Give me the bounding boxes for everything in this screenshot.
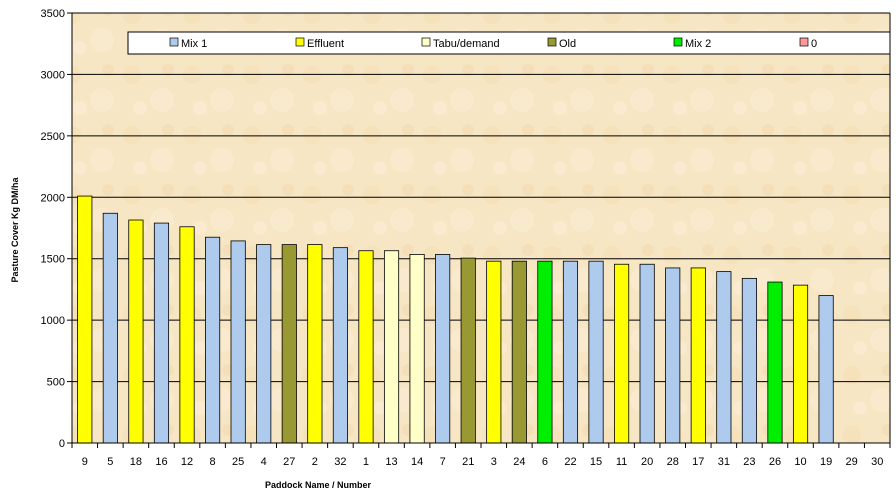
x-tick-label: 5: [107, 456, 113, 468]
x-tick-label: 19: [820, 456, 832, 468]
legend-label: Tabu/demand: [433, 38, 500, 50]
x-tick-label: 15: [590, 456, 602, 468]
bar: [205, 236, 221, 444]
legend: Mix 1 Effluent Tabu/demand Old Mix 2 0: [127, 31, 891, 55]
x-tick-label: 7: [440, 456, 446, 468]
x-tick-label: 24: [513, 456, 525, 468]
x-tick-label: 3: [491, 456, 497, 468]
x-tick-label: 2: [312, 456, 318, 468]
bar: [435, 254, 451, 444]
y-tick-label: 1000: [41, 315, 65, 327]
legend-swatch: [169, 37, 179, 47]
x-tick-label: 23: [743, 456, 755, 468]
bar: [281, 244, 297, 444]
x-axis: 9 5 18 16 12 8 25 4 27 2 32 1 13 14 7 21 3 24 6 22 15 11 20 28 1…: [71, 442, 891, 468]
bar: [665, 267, 681, 444]
bar: [230, 240, 246, 444]
legend-label: Mix 1: [181, 38, 207, 50]
bar: [383, 250, 400, 444]
y-tick-label: 500: [47, 377, 65, 389]
x-tick-label: 25: [232, 456, 244, 468]
y-tick-label: 2500: [41, 131, 65, 143]
x-tick-label: 32: [334, 456, 346, 468]
x-tick-label: 28: [667, 456, 679, 468]
x-axis-title: Paddock Name / Number: [265, 480, 372, 490]
bar: [460, 257, 476, 444]
x-tick-label: 6: [542, 456, 548, 468]
x-tick-label: 1: [363, 456, 369, 468]
bar: [614, 263, 630, 444]
bar: [792, 284, 809, 444]
legend-swatch: [295, 37, 305, 47]
legend-swatch: [421, 37, 431, 47]
x-tick-label: 22: [564, 456, 576, 468]
bar: [639, 263, 655, 444]
x-tick-label: 27: [283, 456, 295, 468]
x-tick-label: 18: [130, 456, 142, 468]
bar: [716, 271, 732, 444]
x-tick-label: 10: [794, 456, 806, 468]
legend-label: Effluent: [307, 38, 344, 50]
y-tick-label: 3000: [41, 69, 65, 81]
y-tick-label: 1500: [41, 254, 65, 266]
bar: [179, 226, 195, 444]
x-tick-label: 30: [871, 456, 883, 468]
bar: [409, 254, 425, 444]
bar: [153, 222, 170, 444]
x-tick-label: 8: [210, 456, 216, 468]
plot-area: [72, 13, 890, 443]
bar: [588, 260, 604, 444]
y-axis-title: Pasture Cover Kg DM/ha: [10, 176, 20, 282]
x-tick-label: 14: [411, 456, 423, 468]
bar: [332, 247, 348, 444]
x-tick-label: 4: [261, 456, 267, 468]
x-tick-label: 21: [462, 456, 474, 468]
bar: [358, 250, 374, 444]
bar: [307, 244, 323, 444]
x-tick-label: 29: [846, 456, 858, 468]
bar: [690, 267, 706, 444]
x-tick-label: 13: [385, 456, 397, 468]
x-tick-label: 16: [155, 456, 167, 468]
y-tick-label: 0: [59, 438, 65, 450]
bar: [511, 260, 527, 444]
legend-label: Old: [559, 38, 576, 50]
bar: [767, 281, 783, 444]
legend-label: 0: [811, 38, 817, 50]
y-tick-label: 2000: [41, 192, 65, 204]
legend-box: [127, 31, 891, 55]
y-axis: 0 500 1000 1500 2000 2500 3000 3500: [41, 8, 891, 450]
legend-swatch: [673, 37, 683, 47]
bar: [128, 219, 144, 444]
x-tick-label: 11: [616, 456, 627, 468]
bar: [562, 260, 579, 444]
x-tick-label: 20: [641, 456, 653, 468]
bar: [818, 295, 834, 444]
x-tick-label: 17: [692, 456, 704, 468]
bar: [102, 212, 118, 444]
x-tick-label: 31: [718, 456, 730, 468]
bar: [256, 244, 272, 444]
bar: [77, 195, 93, 444]
x-tick-label: 26: [769, 456, 781, 468]
x-tick-label: 9: [82, 456, 88, 468]
legend-label: Mix 2: [685, 38, 711, 50]
bar: [741, 277, 757, 444]
legend-swatch: [799, 37, 809, 47]
legend-swatch: [547, 37, 557, 47]
bar: [537, 260, 553, 444]
y-tick-label: 3500: [41, 8, 65, 20]
bar: [486, 260, 502, 444]
x-tick-label: 12: [181, 456, 193, 468]
